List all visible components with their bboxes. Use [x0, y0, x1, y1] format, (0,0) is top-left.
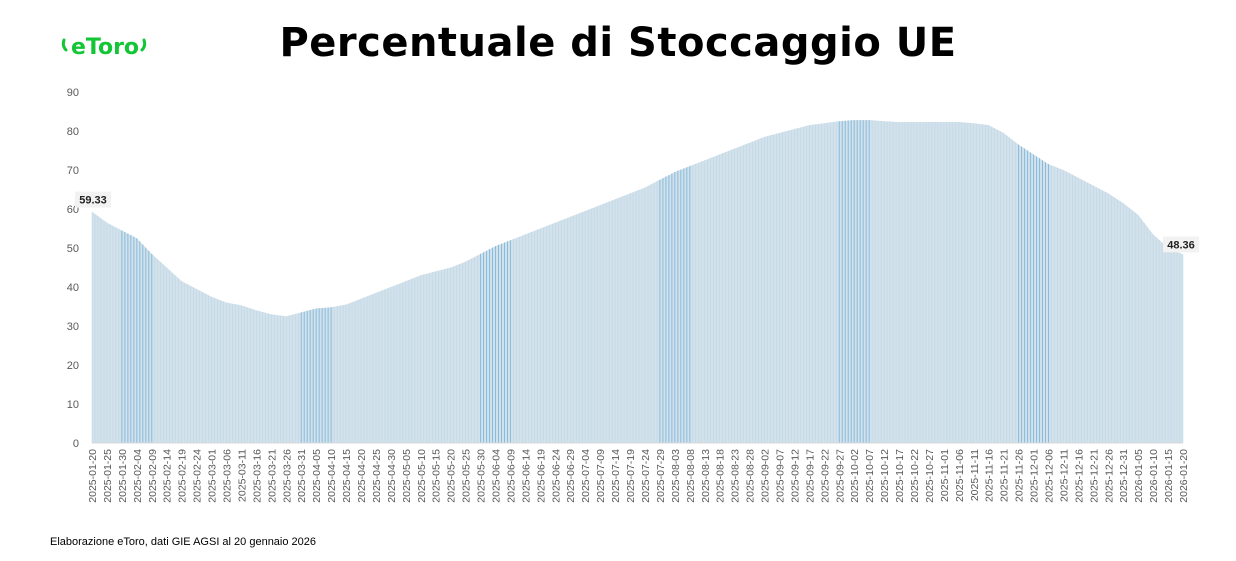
- x-tick-label: 2025-08-28: [745, 449, 757, 503]
- x-tick-label: 2025-12-11: [1058, 449, 1070, 502]
- x-tick-label: 2025-06-19: [535, 449, 547, 503]
- x-tick-label: 2025-11-16: [984, 449, 996, 502]
- x-tick-label: 2025-08-03: [670, 449, 682, 503]
- x-tick-label: 2025-12-06: [1043, 449, 1055, 503]
- x-tick-label: 2025-04-20: [356, 449, 368, 503]
- x-tick-label: 2025-11-11: [969, 449, 981, 501]
- x-tick-label: 2025-02-24: [192, 449, 204, 503]
- x-tick-label: 2025-05-20: [446, 449, 458, 503]
- x-tick-label: 2025-10-22: [909, 449, 921, 503]
- y-tick-label: 0: [73, 438, 79, 450]
- x-tick-label: 2025-06-14: [520, 449, 532, 503]
- y-tick-label: 20: [67, 360, 79, 372]
- data-label: 59.33: [79, 195, 107, 207]
- x-tick-label: 2025-05-30: [476, 449, 488, 503]
- area-fill: [92, 120, 1183, 443]
- x-tick-label: 2025-10-17: [894, 449, 906, 503]
- data-label: 48.36: [1167, 239, 1195, 251]
- x-tick-label: 2025-02-04: [132, 449, 144, 503]
- x-tick-label: 2025-06-04: [491, 449, 503, 503]
- x-tick-label: 2025-03-31: [296, 449, 308, 503]
- x-tick-label: 2025-10-07: [864, 449, 876, 503]
- x-tick-label: 2025-06-24: [550, 449, 562, 503]
- x-tick-label: 2025-12-16: [1073, 449, 1085, 503]
- x-tick-label: 2025-02-19: [177, 449, 189, 503]
- x-tick-label: 2025-03-11: [236, 449, 248, 502]
- x-tick-label: 2025-07-19: [625, 449, 637, 503]
- x-tick-label: 2025-09-02: [760, 449, 772, 503]
- y-tick-label: 40: [67, 282, 79, 294]
- x-tick-label: 2025-11-21: [999, 449, 1011, 502]
- x-tick-label: 2025-05-25: [461, 449, 473, 503]
- x-tick-label: 2025-11-26: [1014, 449, 1026, 502]
- y-tick-label: 70: [67, 165, 79, 177]
- y-tick-label: 90: [67, 87, 79, 99]
- x-tick-label: 2025-02-14: [162, 449, 174, 503]
- x-tick-label: 2025-11-01: [939, 449, 951, 502]
- x-tick-label: 2025-12-31: [1118, 449, 1130, 503]
- page-title: Percentuale di Stoccaggio UE: [279, 20, 957, 66]
- x-tick-label: 2026-01-20: [1178, 449, 1190, 503]
- x-tick-label: 2025-07-24: [640, 449, 652, 503]
- svg-text:eToro: eToro: [71, 35, 139, 60]
- x-tick-label: 2025-09-17: [804, 449, 816, 503]
- x-tick-label: 2025-11-06: [954, 449, 966, 502]
- x-tick-label: 2025-09-12: [789, 449, 801, 503]
- x-tick-label: 2025-08-13: [700, 449, 712, 503]
- x-tick-label: 2025-09-22: [819, 449, 831, 503]
- data-label-box: [1163, 236, 1199, 253]
- x-tick-label: 2025-03-06: [222, 449, 234, 503]
- x-tick-label: 2025-12-21: [1088, 449, 1100, 503]
- x-tick-label: 2025-10-27: [924, 449, 936, 503]
- x-tick-label: 2025-04-05: [311, 449, 323, 503]
- x-tick-label: 2025-09-27: [834, 449, 846, 503]
- x-tick-label: 2025-04-25: [371, 449, 383, 503]
- x-tick-label: 2025-07-04: [580, 449, 592, 503]
- x-tick-label: 2025-03-16: [251, 449, 263, 503]
- x-tick-label: 2025-04-10: [326, 449, 338, 503]
- x-tick-label: 2025-05-10: [416, 449, 428, 503]
- x-tick-label: 2025-10-12: [879, 449, 891, 503]
- etoro-logo: eToro: [61, 35, 147, 60]
- x-tick-label: 2025-03-21: [266, 449, 278, 503]
- x-tick-label: 2025-06-09: [505, 449, 517, 503]
- x-tick-label: 2026-01-10: [1148, 449, 1160, 503]
- x-tick-label: 2026-01-15: [1163, 449, 1175, 503]
- y-tick-label: 80: [67, 126, 79, 138]
- source-note: Elaborazione eToro, dati GIE AGSI al 20 …: [50, 536, 317, 548]
- y-tick-label: 50: [67, 243, 79, 255]
- x-tick-label: 2025-12-26: [1103, 449, 1115, 503]
- y-tick-label: 10: [67, 399, 79, 411]
- x-tick-label: 2025-01-30: [117, 449, 129, 503]
- x-tick-label: 2025-05-15: [431, 449, 443, 503]
- x-tick-label: 2025-07-29: [655, 449, 667, 503]
- x-tick-label: 2025-07-14: [610, 449, 622, 503]
- x-tick-label: 2025-04-15: [341, 449, 353, 503]
- x-tick-label: 2025-01-25: [102, 449, 114, 503]
- y-tick-label: 30: [67, 321, 79, 333]
- x-tick-label: 2025-01-20: [87, 449, 99, 503]
- data-label-box: [75, 191, 111, 208]
- x-tick-label: 2025-08-23: [730, 449, 742, 503]
- x-tick-label: 2025-08-08: [685, 449, 697, 503]
- x-tick-label: 2026-01-05: [1133, 449, 1145, 503]
- x-tick-label: 2025-09-07: [774, 449, 786, 503]
- x-tick-label: 2025-06-29: [565, 449, 577, 503]
- x-tick-label: 2025-10-02: [849, 449, 861, 503]
- x-tick-label: 2025-02-09: [147, 449, 159, 503]
- x-tick-label: 2025-05-05: [401, 449, 413, 503]
- x-tick-label: 2025-03-01: [207, 449, 219, 503]
- x-tick-label: 2025-04-30: [386, 449, 398, 503]
- x-tick-label: 2025-03-26: [281, 449, 293, 503]
- x-tick-label: 2025-07-09: [595, 449, 607, 503]
- x-tick-label: 2025-12-01: [1029, 449, 1041, 503]
- x-tick-label: 2025-08-18: [715, 449, 727, 503]
